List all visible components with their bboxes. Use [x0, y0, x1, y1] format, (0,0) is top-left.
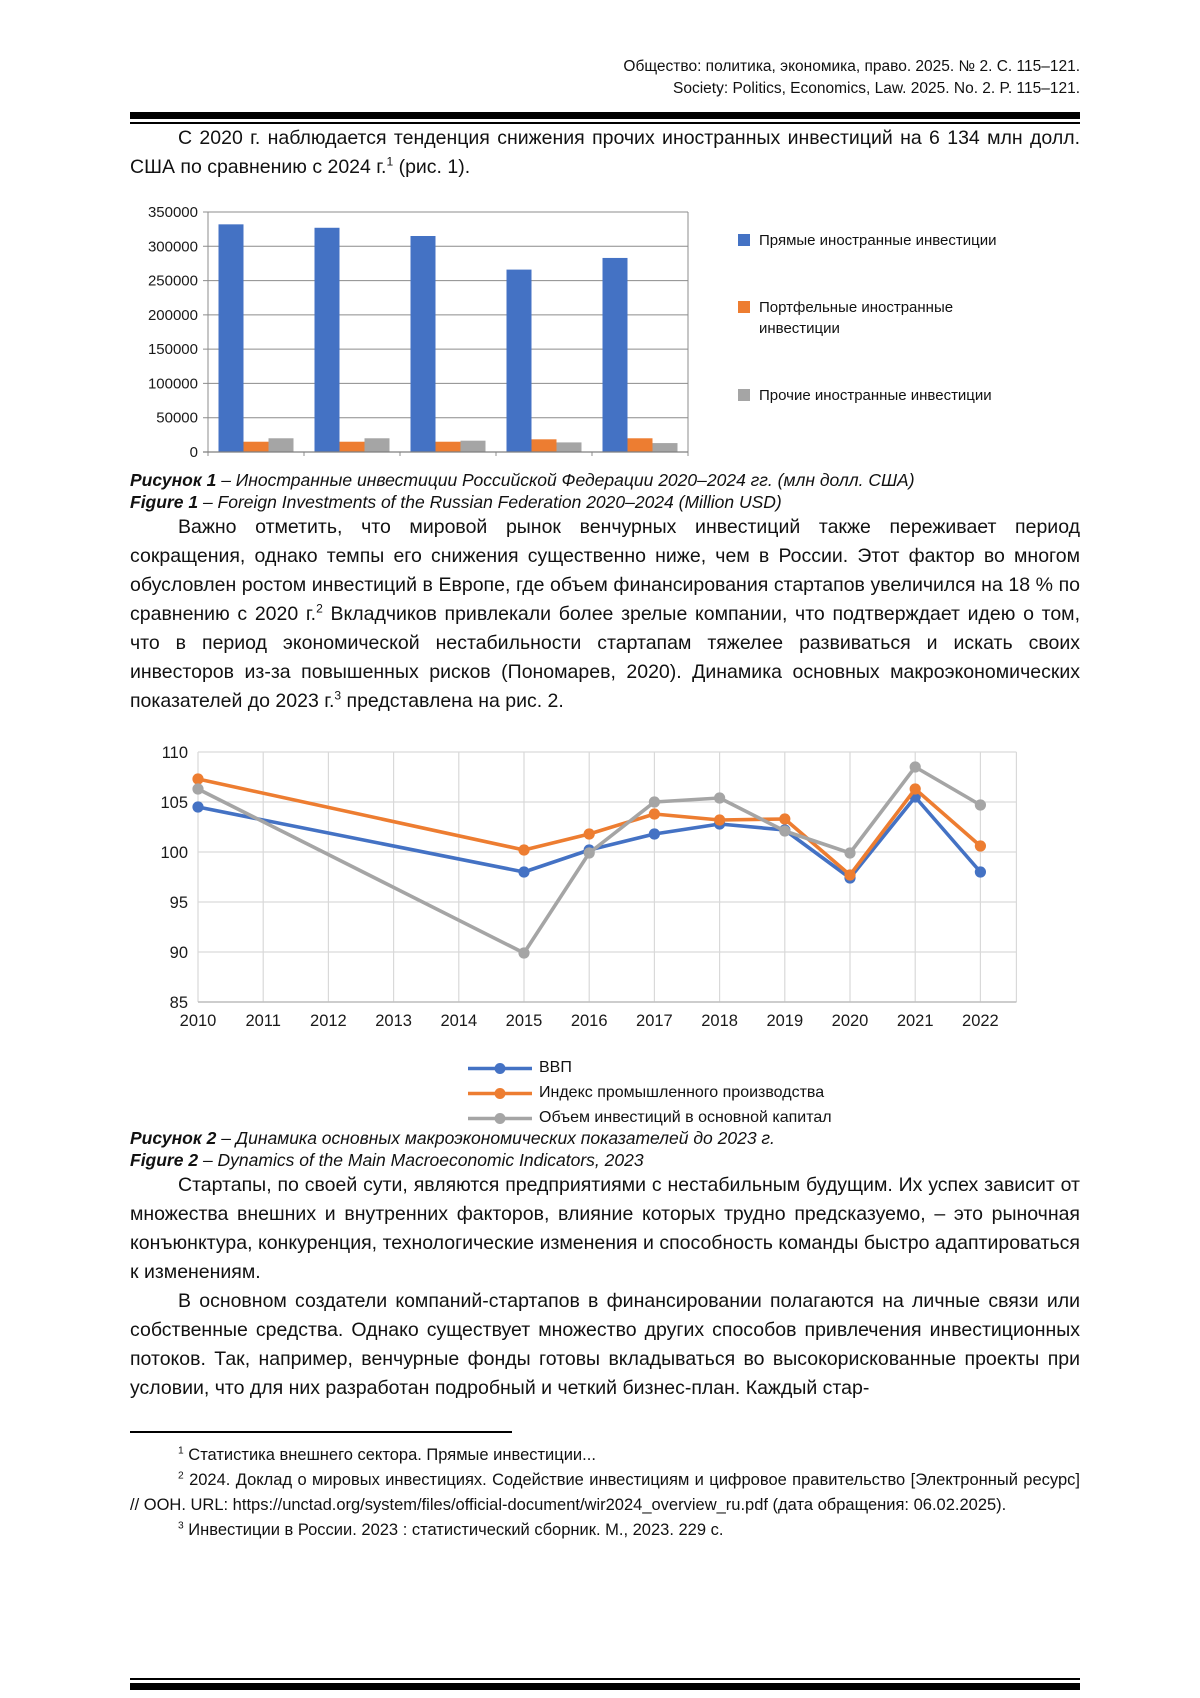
- line-marker-blue: [468, 1062, 532, 1075]
- figure-1-caption-ru: Рисунок 1 – Иностранные инвестиции Росси…: [130, 470, 915, 490]
- legend-swatch-gray: [738, 389, 750, 401]
- svg-text:350000: 350000: [148, 204, 198, 221]
- svg-text:0: 0: [190, 444, 198, 461]
- figure-2-caption-ru: Рисунок 2 – Динамика основных макроэконо…: [130, 1128, 775, 1148]
- bar-chart-plot: 0 50000 100000 150000 200000 250000 300000 3500…: [130, 202, 730, 469]
- svg-text:95: 95: [170, 894, 188, 912]
- svg-text:50000: 50000: [156, 410, 198, 427]
- line-marker-orange: [468, 1087, 532, 1100]
- footnote-divider: [130, 1431, 512, 1433]
- svg-text:2022: 2022: [962, 1012, 999, 1030]
- footnote-ref-2: 2: [316, 601, 323, 616]
- svg-text:2014: 2014: [440, 1012, 477, 1030]
- line-chart-legend: ВВП Индекс промышленного производства Об…: [468, 1059, 1080, 1127]
- journal-title-ru: Общество: политика, экономика, право. 20…: [623, 58, 1080, 75]
- bar-chart-figure-1: 0 50000 100000 150000 200000 250000 300000 3500…: [130, 202, 1080, 469]
- footnote-ref-3: 3: [334, 688, 342, 703]
- svg-text:2020: 2020: [832, 1012, 869, 1030]
- bar-chart-legend: Прямые иностранные инвестиции Портфельны…: [738, 230, 1038, 406]
- top-divider: [130, 112, 1080, 124]
- paragraph-2: Важно отметить, что мировой рынок венчур…: [130, 516, 1081, 712]
- footnote-3: 3 Инвестиции в России. 2023 : статистиче…: [178, 1520, 724, 1539]
- paragraph-1: С 2020 г. наблюдается тенденция снижения…: [130, 127, 1080, 178]
- svg-text:300000: 300000: [148, 238, 198, 255]
- bottom-divider: [130, 1678, 1080, 1690]
- legend-swatch-blue: [738, 234, 750, 246]
- svg-text:105: 105: [160, 794, 188, 812]
- line-chart-figure-2: 85 90 95 100 105 110 2010 2011 2012 2013 2014 2015 2…: [130, 740, 1080, 1127]
- svg-text:85: 85: [170, 994, 188, 1012]
- footnote-1: 1 Статистика внешнего сектора. Прямые ин…: [178, 1445, 596, 1464]
- svg-text:100: 100: [160, 844, 188, 862]
- legend-item-portfolio-investments: Портфельные иностранные инвестиции: [738, 297, 1038, 339]
- legend-swatch-orange: [738, 301, 750, 313]
- paragraph-3: Стартапы, по своей сути, являются предпр…: [130, 1174, 1080, 1283]
- svg-text:2013: 2013: [375, 1012, 412, 1030]
- journal-title-en: Society: Politics, Economics, Law. 2025.…: [673, 80, 1080, 97]
- svg-text:2019: 2019: [766, 1012, 803, 1030]
- svg-text:200000: 200000: [148, 307, 198, 324]
- svg-text:2016: 2016: [571, 1012, 608, 1030]
- figure-2-caption-en: Figure 2 – Dynamics of the Main Macroeco…: [130, 1150, 644, 1170]
- footnote-2: 2 2024. Доклад о мировых инвестициях. Со…: [130, 1470, 1080, 1514]
- line-marker-gray: [468, 1112, 532, 1125]
- svg-text:110: 110: [162, 744, 188, 762]
- legend-item-fixed-capital: Объем инвестиций в основной капитал: [468, 1109, 1080, 1127]
- page-header: Общество: политика, экономика, право. 20…: [130, 56, 1080, 100]
- paragraph-4: В основном создатели компаний-стартапов …: [130, 1290, 1080, 1399]
- svg-text:250000: 250000: [148, 273, 198, 290]
- legend-item-other-investments: Прочие иностранные инвестиции: [738, 385, 1038, 406]
- footnotes: 1 Статистика внешнего сектора. Прямые ин…: [130, 1443, 1080, 1543]
- paragraph-1-text: С 2020 г. наблюдается тенденция снижения…: [130, 127, 1080, 178]
- svg-text:2011: 2011: [245, 1012, 280, 1030]
- legend-item-industrial-index: Индекс промышленного производства: [468, 1084, 1080, 1102]
- footnote-ref-1: 1: [386, 154, 394, 169]
- svg-text:2010: 2010: [180, 1012, 217, 1030]
- svg-text:100000: 100000: [148, 375, 198, 392]
- line-chart-plot: 85 90 95 100 105 110 2010 2011 2012 2013 2014 2015 2…: [130, 740, 1080, 1045]
- svg-text:2017: 2017: [636, 1012, 673, 1030]
- svg-text:2018: 2018: [701, 1012, 738, 1030]
- svg-text:2015: 2015: [506, 1012, 543, 1030]
- svg-text:150000: 150000: [148, 341, 198, 358]
- svg-text:2012: 2012: [310, 1012, 347, 1030]
- figure-1-caption-en: Figure 1 – Foreign Investments of the Ru…: [130, 492, 782, 512]
- svg-text:2021: 2021: [897, 1012, 934, 1030]
- legend-item-gdp: ВВП: [468, 1059, 1080, 1077]
- legend-item-direct-investments: Прямые иностранные инвестиции: [738, 230, 1038, 251]
- svg-text:90: 90: [170, 944, 188, 962]
